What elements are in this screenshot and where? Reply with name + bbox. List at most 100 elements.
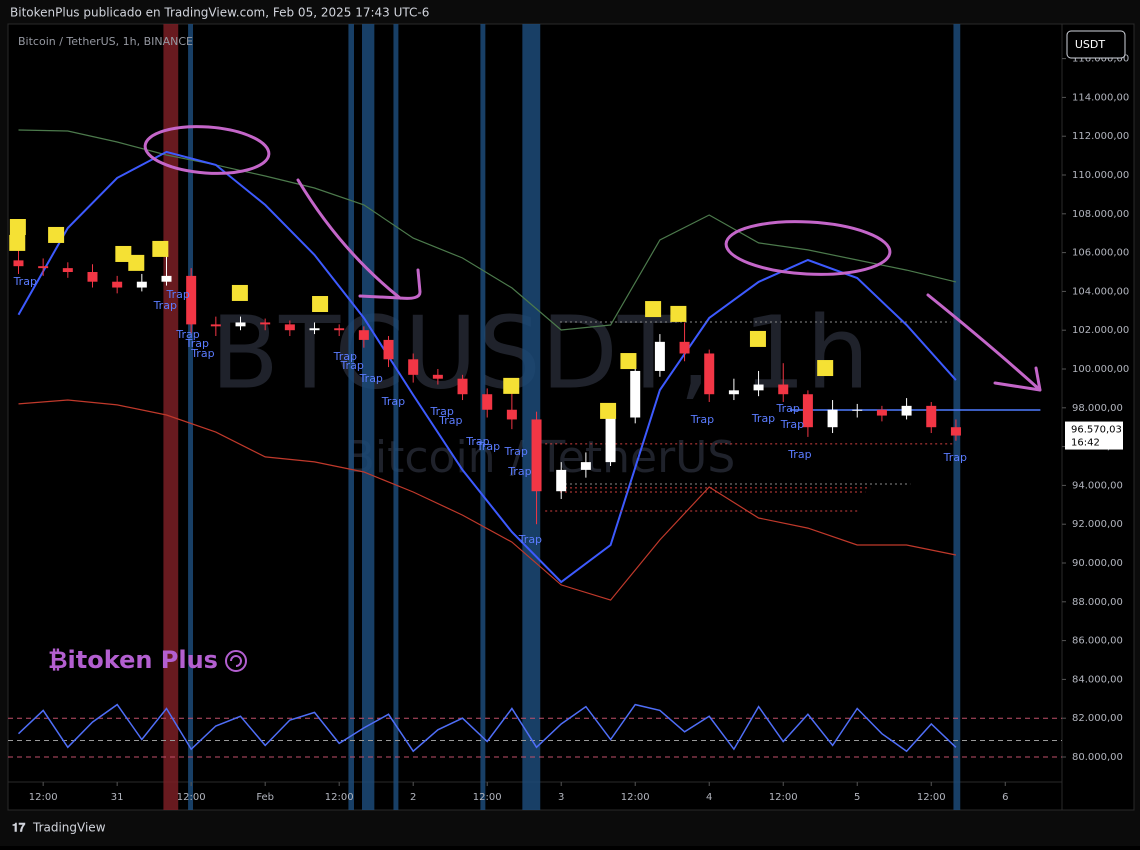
x-tick-label: 12:00 xyxy=(769,792,798,803)
footer: TradingView xyxy=(32,821,106,835)
trap-label: Trap xyxy=(780,418,804,431)
candle-body xyxy=(950,427,961,436)
candle-body xyxy=(334,328,345,331)
footer-logo: 𝟏𝟕 xyxy=(12,821,26,835)
brand-icon xyxy=(225,650,247,672)
trap-label: Trap xyxy=(476,440,500,453)
signal xyxy=(231,284,248,301)
signal xyxy=(115,245,132,262)
y-tick-label: 80.000,00 xyxy=(1072,752,1123,763)
signal xyxy=(128,254,145,271)
currency-button[interactable] xyxy=(1066,30,1126,59)
x-tick-label: 31 xyxy=(111,792,124,803)
trap-label: Trap xyxy=(175,328,199,341)
highlight-band xyxy=(953,24,961,810)
candle-body xyxy=(235,322,246,327)
x-tick-label: 4 xyxy=(706,792,712,803)
trap-label: Trap xyxy=(430,405,454,418)
highlight-band xyxy=(188,24,194,810)
candle-body xyxy=(457,378,468,395)
trap-label: Trap xyxy=(438,414,462,427)
trap-label: Trap xyxy=(13,275,37,288)
y-tick-label: 88.000,00 xyxy=(1072,597,1123,608)
x-tick-label: 2 xyxy=(410,792,416,803)
signal xyxy=(645,301,662,318)
candle-body xyxy=(13,260,24,267)
x-tick-label: 6 xyxy=(1002,792,1008,803)
candle-body xyxy=(704,353,715,395)
trap-label: Trap xyxy=(504,445,528,458)
candle-body xyxy=(432,374,443,379)
trap-label: Trap xyxy=(153,299,177,312)
x-tick-label: 5 xyxy=(854,792,860,803)
brand: ₿itoken Plus xyxy=(48,646,218,674)
candle-body xyxy=(136,281,147,288)
header: BitokenPlus publicado en TradingView.com… xyxy=(10,6,429,20)
signal xyxy=(620,353,637,370)
trap-label: Trap xyxy=(339,359,363,372)
candle-body xyxy=(186,275,197,325)
candle-body xyxy=(482,394,493,410)
trap-label: Trap xyxy=(507,465,531,478)
y-tick-label: 92.000,00 xyxy=(1072,519,1123,530)
candle-body xyxy=(62,268,73,273)
chart-frame xyxy=(7,23,1135,811)
symbol-info: Bitcoin / TetherUS, 1h, BINANCE xyxy=(18,35,193,48)
y-tick-label: 104.000,00 xyxy=(1072,286,1129,297)
candle-body xyxy=(728,390,739,395)
y-tick-label: 86.000,00 xyxy=(1072,636,1123,647)
candle-body xyxy=(852,409,863,411)
candle-body xyxy=(901,405,912,416)
highlight-band xyxy=(480,24,486,810)
currency-button-label[interactable]: USDT xyxy=(1075,38,1106,51)
candle-body xyxy=(284,324,295,331)
y-tick-label: 108.000,00 xyxy=(1072,209,1129,220)
y-tick-label: 98.000,00 xyxy=(1072,403,1123,414)
candle-body xyxy=(161,275,172,282)
candle-body xyxy=(38,266,49,269)
candle-body xyxy=(383,339,394,360)
signal xyxy=(503,377,520,394)
y-tick-label: 94.000,00 xyxy=(1072,480,1123,491)
x-tick-label: 12:00 xyxy=(177,792,206,803)
ellipse-drawing xyxy=(143,125,271,175)
candle-body xyxy=(309,328,320,331)
x-tick-label: 12:00 xyxy=(325,792,354,803)
axes-layer: 80.000,00 82.000,00 84.000,00 86.000,00 88.0… xyxy=(29,54,1130,803)
trap-label: Trap xyxy=(775,402,799,415)
signal xyxy=(600,402,617,419)
highlight-band xyxy=(348,24,354,810)
signal xyxy=(9,218,26,235)
candle-body xyxy=(926,405,937,428)
last-price-label: 96.570,03 xyxy=(1071,425,1122,436)
oscillator-line xyxy=(17,703,957,753)
last-price-box xyxy=(1065,421,1123,450)
ellipse-drawing xyxy=(724,220,892,276)
candle-body xyxy=(506,409,517,420)
candle-body xyxy=(802,394,813,428)
y-tick-label: 110.000,00 xyxy=(1072,170,1129,181)
trap-label: Trap xyxy=(751,412,775,425)
signal xyxy=(48,226,65,243)
signal xyxy=(670,305,687,322)
y-tick-label: 82.000,00 xyxy=(1072,713,1123,724)
candle-body xyxy=(408,359,419,375)
trap-label: Trap xyxy=(190,347,214,360)
candle-body xyxy=(679,341,690,354)
band-line xyxy=(18,129,957,331)
y-tick-label: 106.000,00 xyxy=(1072,248,1129,259)
signal xyxy=(817,360,834,377)
trap-label: Trap xyxy=(381,395,405,408)
signal xyxy=(9,234,26,251)
candle-body xyxy=(556,469,567,492)
candle-body xyxy=(87,272,98,282)
highlight-band xyxy=(362,24,375,810)
x-tick-label: 12:00 xyxy=(29,792,58,803)
x-tick-label: 12:00 xyxy=(473,792,502,803)
x-tick-label: 12:00 xyxy=(917,792,946,803)
trap-label: Trap xyxy=(518,533,542,546)
candle-body xyxy=(605,417,616,463)
highlight-band xyxy=(522,24,541,810)
band-line xyxy=(18,399,957,601)
